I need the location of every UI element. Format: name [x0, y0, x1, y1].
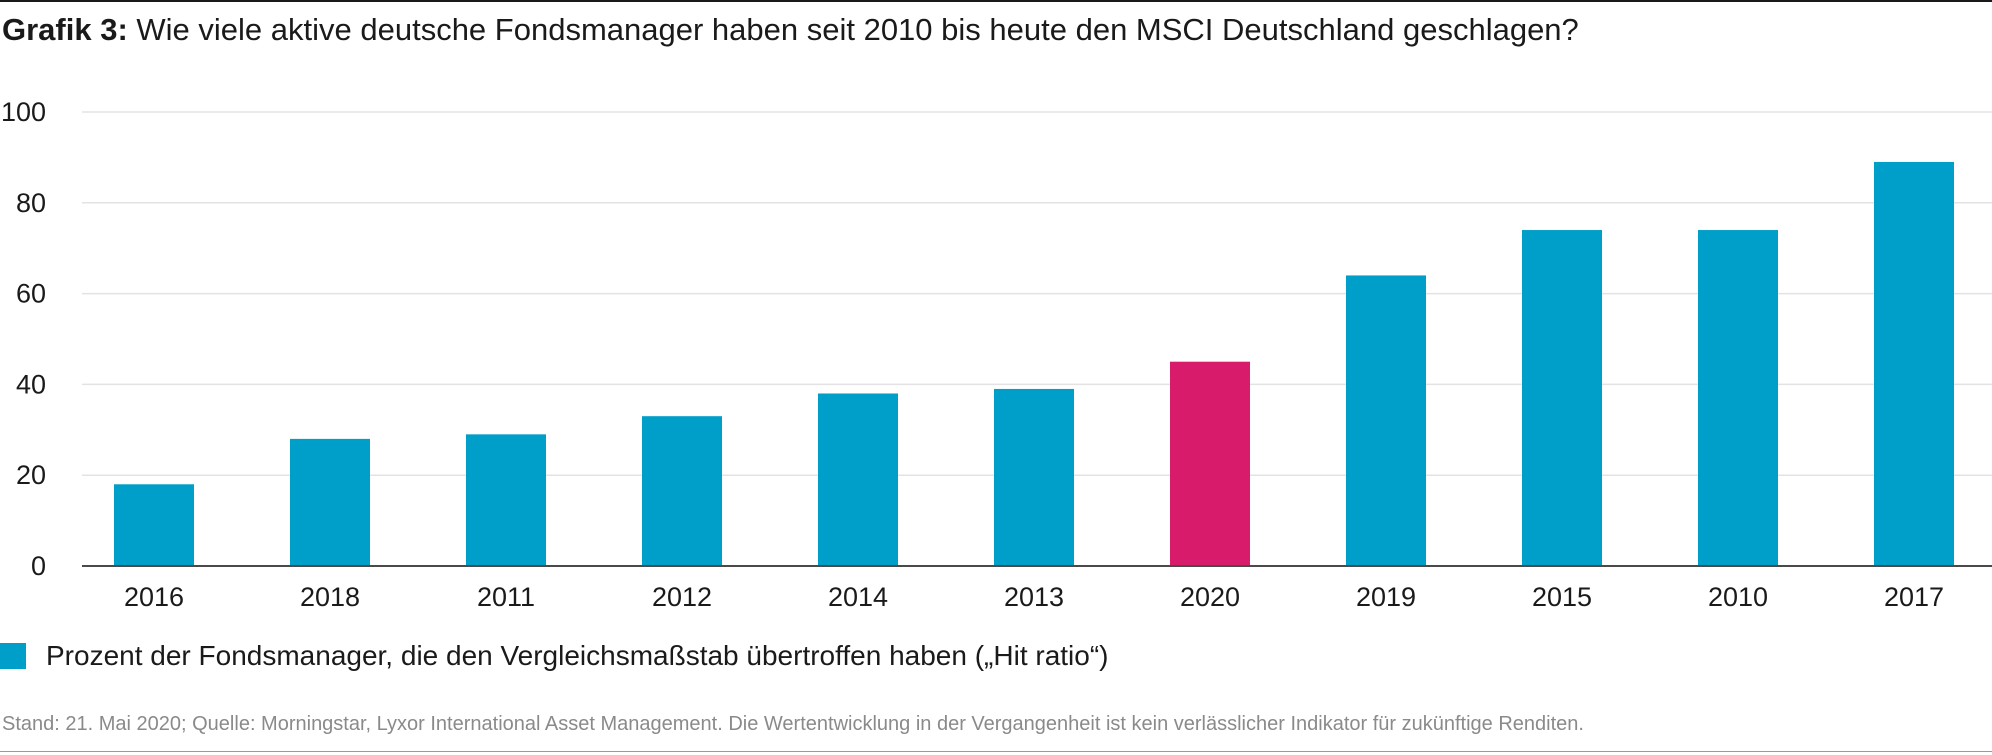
x-tick-label: 2015 — [1532, 582, 1592, 610]
y-tick-label: 100 — [1, 97, 46, 127]
x-tick-label: 2017 — [1884, 582, 1944, 610]
y-tick-label: 0 — [31, 551, 46, 581]
bar — [1522, 230, 1602, 567]
bar — [818, 393, 898, 566]
chart-title: Grafik 3: Wie viele aktive deutsche Fond… — [2, 12, 1579, 48]
bar — [114, 484, 194, 566]
legend-swatch — [0, 643, 26, 669]
x-tick-label: 2011 — [477, 582, 535, 610]
bar — [290, 438, 370, 566]
x-tick-label: 2018 — [300, 582, 360, 610]
legend: Prozent der Fondsmanager, die den Vergle… — [0, 640, 1109, 672]
bar-chart: 0 20 40 60 80 100 2016 2018 2011 2012 2014 2013 2020… — [1, 97, 1992, 610]
bar — [1874, 161, 1954, 566]
chart-title-text: Wie viele aktive deutsche Fondsmanager h… — [127, 12, 1579, 47]
y-tick-label: 80 — [16, 188, 46, 218]
bar — [466, 434, 546, 566]
bar — [642, 416, 722, 566]
x-tick-label: 2020 — [1180, 582, 1240, 610]
chart-title-lead: Grafik 3: — [2, 12, 128, 47]
x-tick-label: 2019 — [1356, 582, 1416, 610]
y-tick-label: 20 — [16, 460, 46, 490]
y-tick-label: 40 — [16, 369, 46, 399]
footnote: Stand: 21. Mai 2020; Quelle: Morningstar… — [2, 713, 1584, 735]
x-tick-label: 2010 — [1708, 582, 1768, 610]
bar — [1170, 361, 1250, 566]
legend-label: Prozent der Fondsmanager, die den Vergle… — [46, 640, 1109, 671]
x-tick-label: 2013 — [1004, 582, 1064, 610]
bar — [994, 388, 1074, 566]
x-tick-label: 2014 — [828, 582, 888, 610]
x-tick-label: 2016 — [124, 582, 184, 610]
bottom-rule — [0, 751, 1992, 752]
top-rule — [0, 0, 1992, 2]
bar — [1698, 230, 1778, 567]
y-tick-label: 60 — [16, 279, 46, 309]
bar — [1346, 275, 1426, 566]
x-tick-label: 2012 — [652, 582, 712, 610]
